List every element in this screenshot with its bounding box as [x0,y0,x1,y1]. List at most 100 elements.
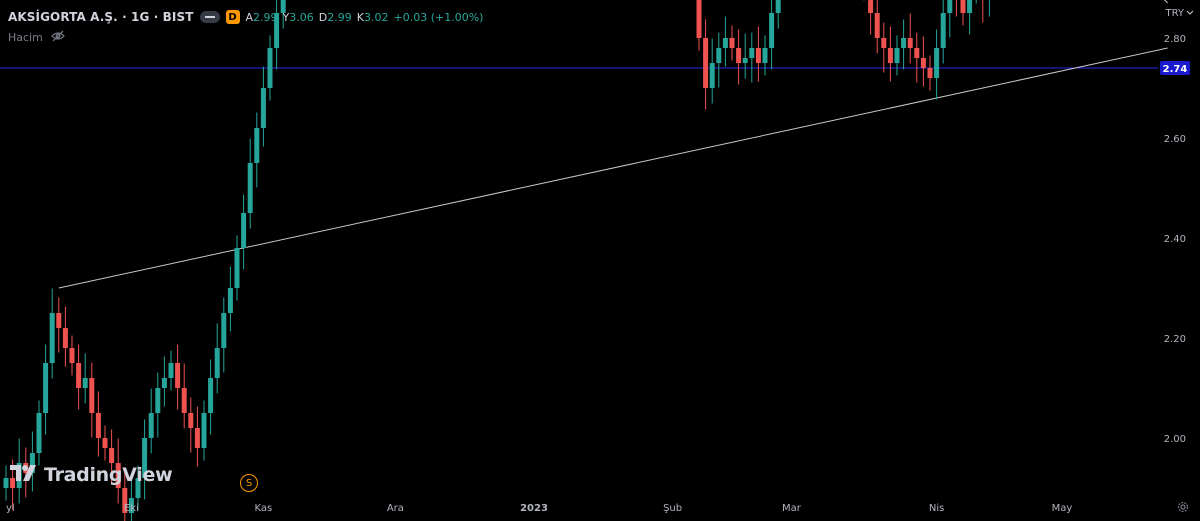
candle[interactable] [128,476,134,521]
candle[interactable] [181,363,187,429]
candle[interactable] [95,391,101,457]
candle[interactable] [722,16,728,67]
candle[interactable] [729,25,735,61]
data-source-badge[interactable]: D [225,10,240,24]
candle[interactable] [280,0,286,29]
gear-icon[interactable] [1176,499,1190,518]
candle[interactable] [980,0,985,23]
candle[interactable] [29,431,35,492]
candle[interactable] [868,0,874,35]
candle[interactable] [56,297,62,353]
candle[interactable] [168,350,174,391]
x-tick-label: Şub [663,503,682,514]
candle[interactable] [155,372,161,438]
candle[interactable] [881,22,887,73]
candle[interactable] [247,138,253,229]
candle[interactable] [36,400,42,466]
tradingview-logo-icon [10,465,38,485]
close-label: K [356,10,364,24]
candle[interactable] [914,32,920,83]
candle[interactable] [960,0,966,26]
candle[interactable] [749,32,755,83]
close-value: 3.02 [363,10,389,24]
x-tick-label: Kas [255,503,273,514]
candle[interactable] [241,194,247,270]
price-axis: 4.404.204.003.803.603.403.203.002.802.60… [1160,34,1190,445]
candle[interactable] [122,472,128,521]
candle[interactable] [161,356,167,407]
candle[interactable] [874,0,880,54]
candle[interactable] [49,288,55,379]
candle[interactable] [974,0,979,4]
eye-hidden-icon[interactable] [50,30,65,45]
candle[interactable] [188,397,194,453]
candle[interactable] [934,29,940,100]
candle[interactable] [267,35,273,101]
candle[interactable] [69,335,75,376]
candle[interactable] [115,438,121,504]
candle[interactable] [967,0,973,35]
candle[interactable] [260,66,266,147]
candle[interactable] [175,344,181,410]
candle[interactable] [716,32,722,88]
candle[interactable] [227,266,233,332]
candle[interactable] [109,429,115,485]
y-tick-label: 2.40 [1164,234,1186,245]
open-value: 2.99 [253,10,278,24]
candle[interactable] [214,323,220,394]
candle[interactable] [3,465,9,501]
tradingview-logo[interactable]: TradingView [10,464,173,486]
candle[interactable] [76,344,82,410]
candle[interactable] [927,55,933,91]
level-price-badge [1160,61,1190,75]
candle[interactable] [894,35,900,76]
candle[interactable] [954,0,959,17]
candle[interactable] [82,353,88,404]
session-badge[interactable]: S [240,474,258,492]
hide-legend-toggle[interactable] [199,11,220,23]
candle[interactable] [208,359,214,435]
y-tick-label: 2.80 [1164,34,1186,45]
currency-selector[interactable]: TRY [1165,8,1194,19]
candle[interactable] [142,419,148,500]
candle[interactable] [221,297,227,373]
candle[interactable] [887,26,893,82]
candle[interactable] [769,0,775,70]
candle[interactable] [62,306,68,367]
trendlines [58,0,1168,289]
candle[interactable] [920,36,926,87]
currency-label: TRY [1165,8,1184,19]
candle[interactable] [43,344,49,435]
candle[interactable] [135,465,141,511]
candle[interactable] [703,19,709,110]
candle[interactable] [762,35,768,76]
candle[interactable] [742,33,748,79]
x-tick-label: yl [6,503,15,514]
candle[interactable] [862,0,867,1]
upper-trendline[interactable] [481,0,1168,4]
candle[interactable] [254,112,260,188]
candle[interactable] [102,425,108,461]
candle[interactable] [775,0,781,29]
candle[interactable] [940,0,946,64]
candle[interactable] [736,29,742,85]
candle[interactable] [755,26,761,82]
x-tick-label: Ara [387,503,404,514]
candle[interactable] [947,0,953,38]
chart-legend: AKSİGORTA A.Ş. · 1G · BIST D A2.99 Y3.06… [8,8,483,26]
candle[interactable] [907,13,913,64]
candle[interactable] [696,0,702,51]
lower-trendline[interactable] [58,47,1168,289]
candle[interactable] [274,0,280,70]
candle[interactable] [89,362,95,438]
candle[interactable] [194,406,200,467]
candle[interactable] [201,400,207,461]
candle[interactable] [987,0,992,17]
candle[interactable] [234,235,240,301]
candle[interactable] [148,388,154,454]
candle[interactable] [901,19,907,70]
symbol-title[interactable]: AKSİGORTA A.Ş. · 1G · BIST [8,10,194,24]
candle[interactable] [709,38,715,104]
volume-label[interactable]: Hacim [8,31,43,44]
